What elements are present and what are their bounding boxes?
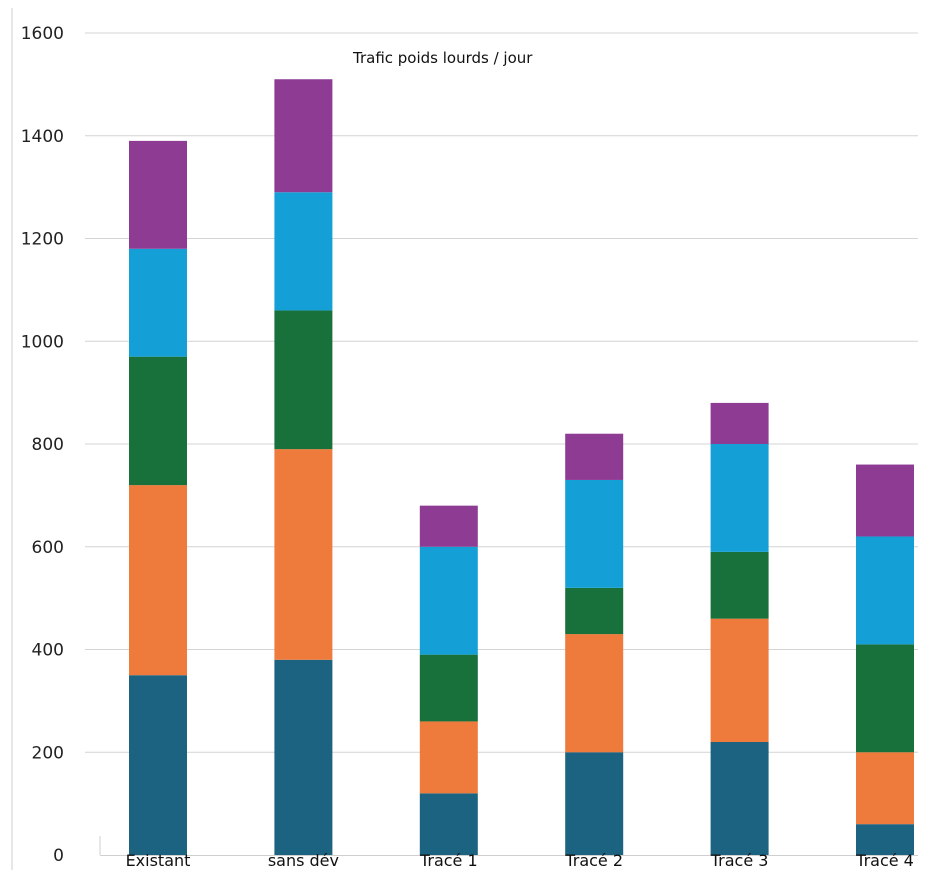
x-category-label-2: Tracé 1 xyxy=(419,851,478,870)
bar-segment-4-4 xyxy=(710,402,769,444)
bar-segment-3-1 xyxy=(565,634,624,753)
gridlines xyxy=(85,32,918,753)
bar-segment-4-2 xyxy=(710,551,769,619)
bar-segment-3-0 xyxy=(565,752,624,855)
bar-segment-1-4 xyxy=(274,79,333,193)
bar-segment-1-3 xyxy=(274,192,333,311)
bar-segment-1-1 xyxy=(274,449,333,660)
bars xyxy=(129,79,914,855)
y-tick-label-1000: 1000 xyxy=(21,332,64,352)
bar-segment-4-3 xyxy=(710,444,769,552)
y-tick-label-1400: 1400 xyxy=(21,127,64,147)
y-tick-label-1600: 1600 xyxy=(21,24,64,44)
x-category-labels: Existant sans dév Tracé 1 Tracé 2 Tracé 3 Tra… xyxy=(126,851,914,870)
bar-segment-5-4 xyxy=(856,464,914,537)
y-tick-label-1200: 1200 xyxy=(21,230,64,250)
bar-segment-1-0 xyxy=(274,659,333,855)
bar-segment-2-1 xyxy=(419,721,478,794)
y-tick-label-0: 0 xyxy=(53,846,64,866)
y-tick-labels: 0 200 400 600 800 1000 1200 1400 1600 xyxy=(21,24,64,866)
bar-segment-0-3 xyxy=(129,248,187,357)
bar-segment-5-1 xyxy=(856,752,914,825)
bar-segment-3-4 xyxy=(565,433,624,480)
y-tick-label-200: 200 xyxy=(32,743,64,763)
x-category-label-3: Tracé 2 xyxy=(564,851,623,870)
bar-segment-3-2 xyxy=(565,587,624,635)
bar-segment-0-0 xyxy=(129,675,187,855)
bar-segment-5-3 xyxy=(856,536,914,645)
title-background xyxy=(350,40,564,74)
bar-segment-2-3 xyxy=(419,546,478,655)
x-category-label-5: Tracé 4 xyxy=(855,851,914,870)
bar-segment-3-3 xyxy=(565,479,624,588)
x-category-label-1: sans dév xyxy=(268,851,339,870)
chart-title: Trafic poids lourds / jour xyxy=(352,49,533,67)
bar-segment-5-2 xyxy=(856,644,914,753)
axes xyxy=(11,8,918,870)
bar-segment-0-4 xyxy=(129,140,187,249)
y-tick-label-600: 600 xyxy=(32,538,64,558)
bar-segment-5-0 xyxy=(856,824,914,855)
bar-segment-4-1 xyxy=(710,618,769,742)
y-tick-label-800: 800 xyxy=(32,435,64,455)
bar-segment-2-0 xyxy=(419,793,478,855)
bar-segment-2-4 xyxy=(419,505,478,547)
bar-segment-0-1 xyxy=(129,485,187,676)
x-category-label-4: Tracé 3 xyxy=(710,851,769,870)
bar-segment-1-2 xyxy=(274,310,333,450)
y-tick-label-400: 400 xyxy=(32,641,64,661)
bar-segment-4-0 xyxy=(710,741,769,855)
bar-segment-2-2 xyxy=(419,654,478,722)
bar-segment-0-2 xyxy=(129,356,187,486)
x-category-label-0: Existant xyxy=(126,851,191,870)
